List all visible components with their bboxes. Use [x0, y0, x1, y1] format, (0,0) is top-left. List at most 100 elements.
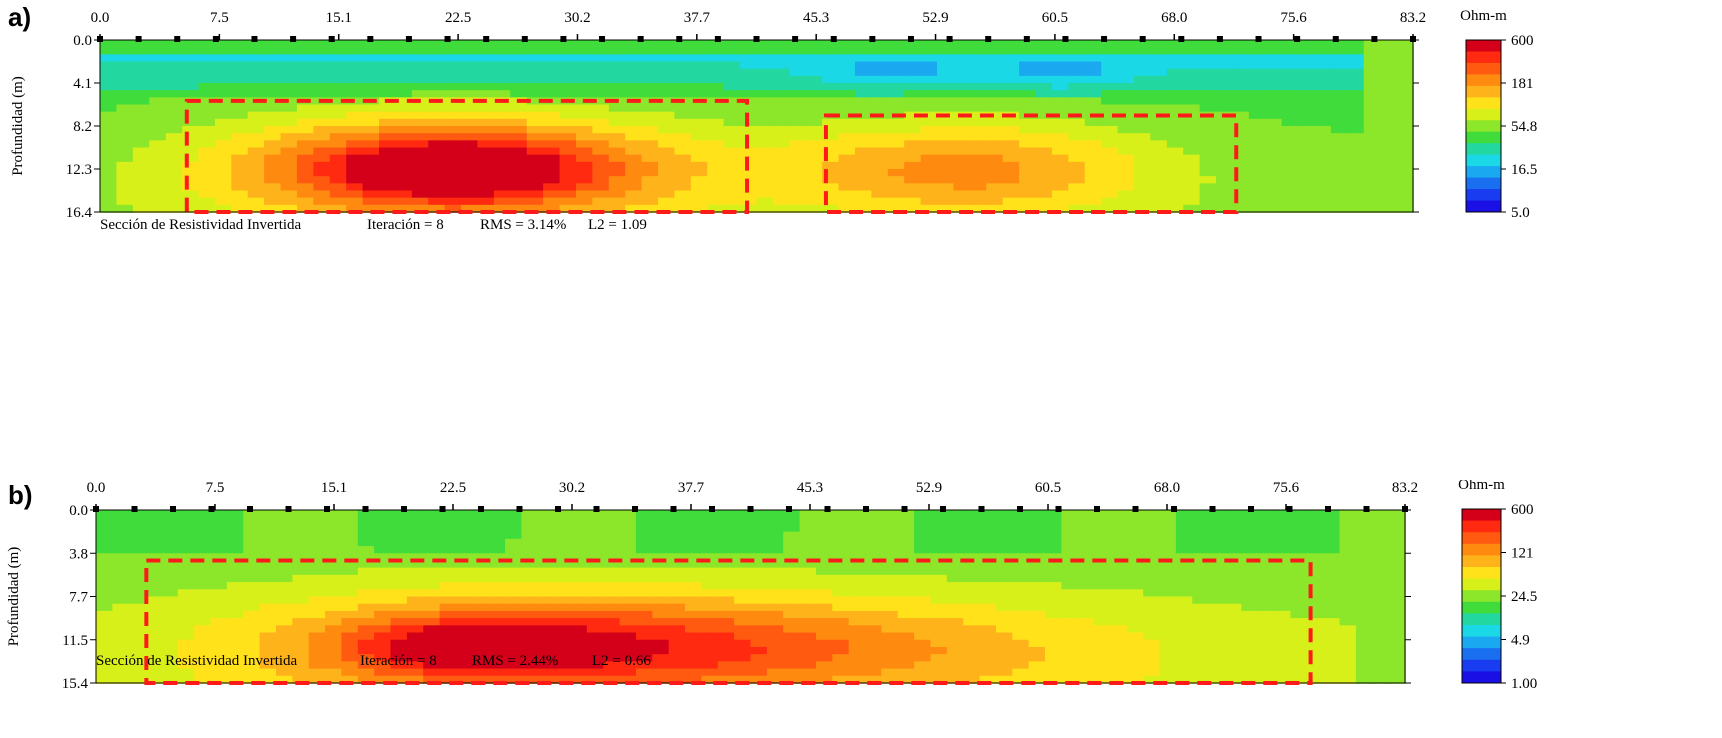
field-cell — [1323, 625, 1341, 634]
field-cell — [182, 161, 200, 170]
field-cell — [1143, 582, 1161, 591]
field-cell — [1388, 596, 1406, 605]
field-cell — [390, 596, 408, 605]
field-cell — [652, 654, 670, 663]
field-cell — [177, 618, 195, 627]
field-cell — [1339, 538, 1357, 547]
field-cell — [1257, 553, 1275, 562]
field-cell — [832, 531, 850, 540]
field-cell — [149, 97, 167, 106]
field-cell — [461, 54, 479, 63]
field-cell — [461, 126, 479, 134]
field-cell — [182, 197, 200, 206]
field-cell — [329, 68, 347, 77]
field-cell — [652, 639, 670, 648]
field-cell — [887, 140, 906, 149]
field-cell — [559, 133, 577, 142]
field-cell — [243, 625, 261, 634]
field-cell — [904, 133, 922, 142]
field-cell — [1339, 567, 1357, 576]
field-cell — [740, 169, 758, 177]
field-cell — [1396, 161, 1414, 170]
field-cell — [832, 582, 850, 591]
field-cell — [1143, 668, 1161, 677]
field-cell — [325, 582, 343, 591]
field-cell — [871, 140, 889, 149]
field-cell — [1298, 126, 1316, 134]
field-cell — [881, 632, 899, 641]
field-cell — [619, 603, 637, 612]
field-cell — [194, 582, 212, 591]
field-cell — [592, 97, 610, 106]
field-cell — [930, 661, 948, 670]
field-cell — [707, 40, 725, 48]
field-cell — [510, 133, 528, 142]
field-cell — [198, 197, 216, 206]
field-cell — [1298, 75, 1316, 84]
field-cell — [1241, 625, 1259, 634]
field-cell — [1396, 147, 1414, 156]
field-cell — [838, 161, 856, 170]
field-cell — [231, 147, 249, 156]
field-cell — [198, 154, 216, 163]
field-cell — [1216, 154, 1234, 163]
field-cell — [1133, 47, 1152, 56]
field-cell — [505, 531, 523, 540]
field-cell — [259, 646, 277, 655]
field-cell — [766, 510, 785, 519]
field-cell — [411, 204, 430, 213]
field-cell — [685, 574, 703, 583]
field-cell — [1306, 510, 1324, 519]
field-cell — [815, 538, 834, 547]
field-cell — [439, 553, 457, 562]
field-cell — [1363, 118, 1381, 127]
field-cell — [161, 618, 179, 627]
field-cell — [979, 596, 997, 605]
field-cell — [1192, 668, 1210, 677]
field-cell — [1068, 140, 1086, 149]
field-cell — [1101, 118, 1119, 127]
field-cell — [1216, 161, 1234, 170]
field-cell — [674, 61, 692, 70]
field-cell — [165, 204, 183, 213]
field-cell — [292, 675, 310, 684]
field-cell — [455, 582, 474, 591]
field-cell — [226, 567, 245, 576]
field-cell — [652, 567, 670, 576]
field-cell — [1192, 596, 1210, 605]
field-cell — [1330, 61, 1349, 70]
field-cell — [182, 147, 200, 156]
field-cell — [658, 54, 676, 63]
field-cell — [374, 610, 392, 619]
field-cell — [1274, 646, 1292, 655]
field-cell — [1363, 104, 1381, 113]
field-cell — [914, 610, 932, 619]
field-cell — [619, 582, 637, 591]
field-cell — [1002, 97, 1020, 106]
field-cell — [537, 646, 555, 655]
field-cell — [472, 675, 490, 684]
field-cell — [1388, 560, 1406, 569]
field-cell — [668, 553, 686, 562]
field-cell — [586, 654, 605, 663]
field-cell — [707, 147, 725, 156]
field-cell — [641, 40, 659, 48]
field-cell — [1306, 639, 1324, 648]
field-cell — [390, 668, 408, 677]
field-cell — [881, 654, 899, 663]
field-cell — [1199, 68, 1217, 77]
field-cell — [406, 668, 425, 677]
field-cell — [1323, 646, 1341, 655]
field-cell — [979, 582, 997, 591]
field-cell — [341, 625, 359, 634]
field-cell — [1117, 97, 1135, 106]
field-cell — [897, 517, 915, 526]
field-cell — [805, 54, 823, 63]
field-cell — [1143, 603, 1161, 612]
field-cell — [750, 654, 768, 663]
field-cell — [1208, 589, 1226, 598]
field-cell — [897, 639, 915, 648]
field-cell — [865, 517, 883, 526]
field-cell — [226, 538, 245, 547]
field-cell — [1117, 118, 1135, 127]
